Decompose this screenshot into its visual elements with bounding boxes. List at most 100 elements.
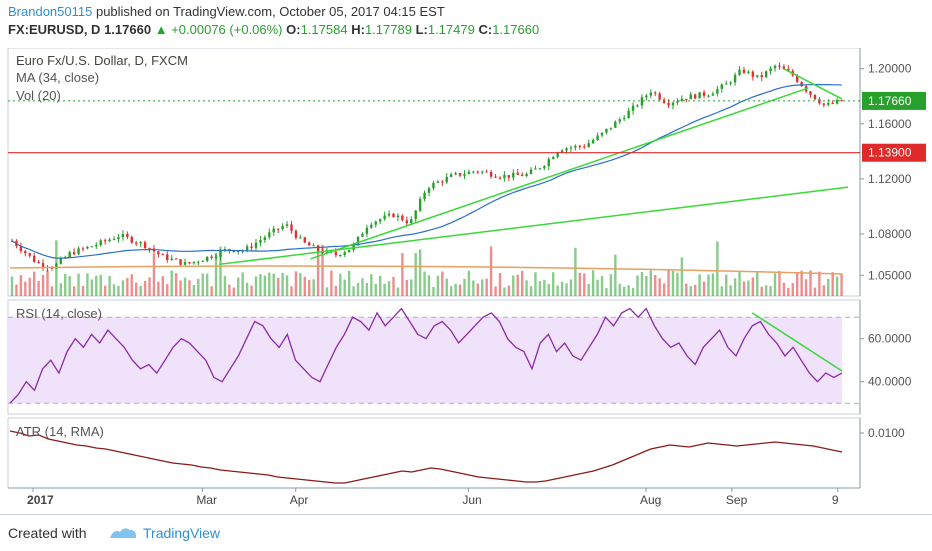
candle-body [254,242,258,248]
volume-bar [68,276,71,296]
volume-bar [764,285,768,296]
volume-bar [614,254,617,296]
candle-body [481,171,484,173]
candle-body [733,74,737,83]
volume-bar [414,253,417,296]
candle-body [72,252,76,255]
candle-body [667,102,670,106]
volume-bar [591,270,595,296]
candle-body [658,93,661,100]
candle-body [529,169,533,174]
candle-body [729,82,732,84]
candle-body [112,239,116,241]
volume-bar [316,249,320,296]
candle-body [702,92,706,96]
volume-bar [565,283,568,296]
atr-pane: 0.0100 ATR (14, RMA) [7,417,905,489]
candle-body [343,252,346,255]
volume-bar [330,270,333,296]
volume-bar [791,283,794,296]
volume-bar [135,282,138,296]
volume-bar [454,283,457,296]
candle-body [556,152,559,158]
high-value: 1.17789 [364,22,412,37]
candle-body [769,68,772,72]
candle-body [778,65,781,67]
candle-body [188,262,191,264]
volume-bar [108,275,111,296]
volume-bar [667,270,670,296]
volume-bar [827,278,830,296]
candle-body [401,215,404,221]
author-link[interactable]: Brandon50115 [8,4,93,19]
candle-body [179,259,182,265]
volume-bar [441,271,444,296]
volume-bar [840,274,843,296]
candle-body [787,69,790,71]
volume-bar [654,275,657,296]
volume-bar [334,285,338,296]
volume-bar [325,287,329,296]
tradingview-brand[interactable]: TradingView [143,525,221,541]
candle-body [303,237,306,243]
candle-body [654,92,657,94]
volume-bar [308,279,311,296]
candle-body [716,88,719,94]
candle-body [676,101,679,103]
x-tick-label: Aug [640,493,661,507]
volume-bar [290,286,293,296]
volume-bar [405,280,409,296]
candle-body [41,263,45,267]
candle-body [773,65,777,69]
volume-bar [418,249,422,296]
rsi-trendline [751,312,843,372]
volume-bar [693,284,697,296]
candle-body [827,103,830,105]
candle-body [463,174,466,176]
candle-body [494,176,497,178]
candle-body [272,228,275,233]
volume-bar [339,273,342,296]
volume-bar [685,283,688,296]
volume-bar [299,273,302,296]
volume-bar [347,270,351,296]
volume-bar [720,286,723,296]
candle-body [405,220,409,224]
candle-body [294,230,298,238]
volume-bar [103,285,107,296]
volume-bar [569,279,573,296]
candle-body [645,95,648,98]
candle-body [135,242,138,244]
volume-bar [662,283,666,296]
volume-bar [520,270,524,296]
volume-bar [489,246,493,296]
volume-bar [166,284,169,296]
candle-body [689,94,692,100]
candle-body [738,69,741,75]
x-tick-label: Apr [290,493,309,507]
volume-bar [756,271,759,296]
volume-bar [15,284,18,296]
trendline-falling [783,68,843,100]
volume-bar [818,271,821,296]
change: +0.00076 (+0.06%) [171,22,283,37]
candle-body [312,245,315,247]
volume-bar [126,278,129,296]
volume-bar [782,282,786,296]
tradingview-logo-icon[interactable] [108,524,138,542]
open-label: O: [286,22,301,37]
volume-bar [245,282,249,296]
candle-body [418,198,422,211]
volume-bar [157,281,160,296]
candle-body [77,248,80,255]
volume-bar [410,279,413,296]
candle-body [99,240,102,245]
volume-bar [711,273,715,296]
chart-area[interactable]: 1.20000 1.16000 1.12000 1.08000 1.05000 1.139… [0,47,932,514]
volume-bar [219,246,222,296]
candle-body [308,242,311,246]
volume-bar [529,286,533,296]
chart-svg[interactable]: 1.20000 1.16000 1.12000 1.08000 1.05000 1.139… [0,47,932,514]
candle-body [552,157,555,160]
volume-bar [747,280,750,296]
